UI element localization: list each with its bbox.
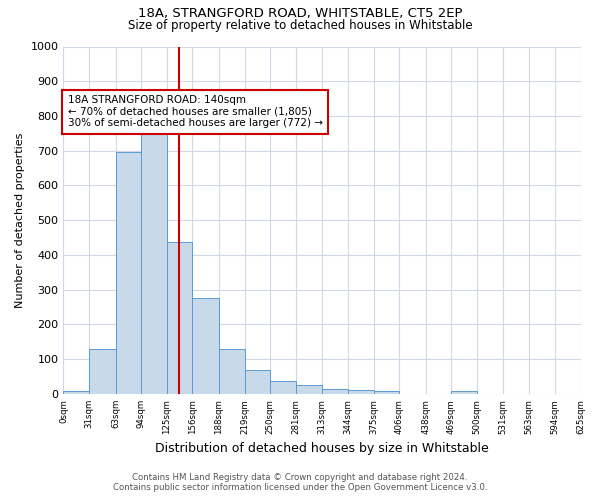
- Bar: [193, 298, 219, 394]
- Bar: [374, 392, 400, 394]
- Bar: [296, 385, 322, 394]
- Y-axis label: Number of detached properties: Number of detached properties: [15, 132, 25, 308]
- Text: Size of property relative to detached houses in Whitstable: Size of property relative to detached ho…: [128, 18, 472, 32]
- X-axis label: Distribution of detached houses by size in Whitstable: Distribution of detached houses by size …: [155, 442, 489, 455]
- Text: 18A STRANGFORD ROAD: 140sqm
← 70% of detached houses are smaller (1,805)
30% of : 18A STRANGFORD ROAD: 140sqm ← 70% of det…: [68, 95, 323, 128]
- Bar: [245, 370, 270, 394]
- Bar: [64, 391, 89, 394]
- Bar: [348, 390, 374, 394]
- Text: 18A, STRANGFORD ROAD, WHITSTABLE, CT5 2EP: 18A, STRANGFORD ROAD, WHITSTABLE, CT5 2E…: [138, 8, 462, 20]
- Bar: [167, 242, 193, 394]
- Text: Contains HM Land Registry data © Crown copyright and database right 2024.
Contai: Contains HM Land Registry data © Crown c…: [113, 473, 487, 492]
- Bar: [322, 390, 348, 394]
- Bar: [89, 350, 116, 394]
- Bar: [270, 380, 296, 394]
- Bar: [219, 349, 245, 394]
- Bar: [116, 152, 141, 394]
- Bar: [451, 391, 477, 394]
- Bar: [141, 127, 167, 394]
